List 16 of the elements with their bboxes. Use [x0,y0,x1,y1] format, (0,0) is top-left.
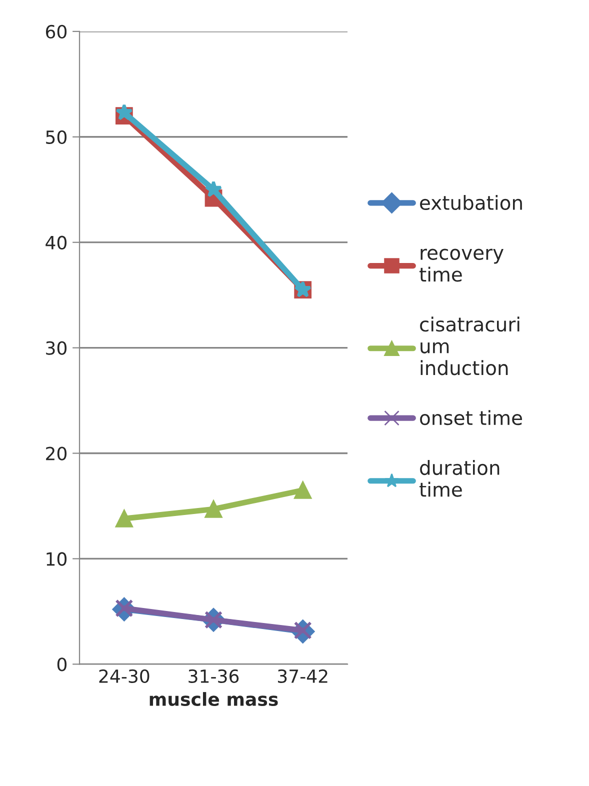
legend-label: extubation [420,194,522,210]
y-tick-label: 40 [46,236,67,250]
y-tick-label: 30 [46,341,67,355]
y-tick-label: 0 [57,658,67,672]
legend-label: onset time [420,410,522,426]
x-axis-title: muscle mass [150,692,278,706]
legend-label: duration time [420,460,500,497]
x-tick-label: 37-42 [278,669,328,684]
legend-label: cisatracurium induction [420,316,520,376]
y-tick-label: 10 [46,552,67,566]
x-tick-label: 31-36 [188,669,239,684]
legend-label: recovery time [420,248,504,282]
y-tick-label: 50 [46,130,67,144]
y-tick-label: 20 [46,446,67,460]
y-tick-label: 60 [46,24,67,39]
x-tick-label: 24-30 [99,669,150,684]
